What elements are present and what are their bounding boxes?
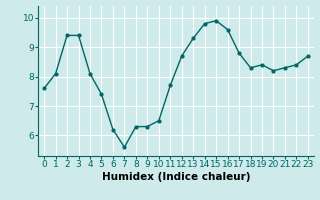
X-axis label: Humidex (Indice chaleur): Humidex (Indice chaleur) xyxy=(102,172,250,182)
